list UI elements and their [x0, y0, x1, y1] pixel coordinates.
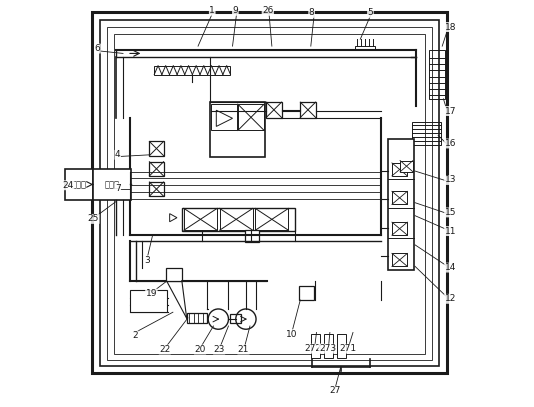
Text: 21: 21 — [238, 345, 249, 354]
Bar — [92, 12, 447, 373]
Bar — [114, 34, 425, 354]
Text: 10: 10 — [286, 330, 297, 339]
Text: 7: 7 — [115, 184, 121, 193]
Bar — [324, 334, 333, 359]
Bar — [300, 102, 316, 118]
Bar — [187, 313, 207, 323]
Bar — [130, 290, 167, 312]
Bar — [311, 334, 320, 359]
Text: 14: 14 — [445, 263, 456, 272]
Text: 272: 272 — [304, 344, 321, 353]
Text: 上位机: 上位机 — [72, 180, 87, 189]
Bar — [167, 268, 182, 281]
Text: 2: 2 — [132, 331, 138, 340]
Bar — [184, 208, 217, 230]
Bar — [238, 104, 264, 131]
Text: 17: 17 — [445, 107, 456, 116]
Bar — [392, 191, 407, 204]
Bar — [412, 123, 442, 144]
Bar — [154, 66, 231, 74]
Text: 8: 8 — [309, 9, 315, 18]
Text: 271: 271 — [340, 344, 357, 353]
Bar — [182, 208, 295, 231]
Bar — [100, 20, 439, 366]
Bar — [93, 168, 131, 200]
Bar — [388, 139, 414, 270]
Text: 22: 22 — [159, 345, 170, 354]
Text: 27: 27 — [329, 386, 341, 395]
Bar — [150, 142, 163, 155]
Text: 23: 23 — [214, 345, 225, 354]
Bar — [230, 314, 241, 323]
Bar — [210, 102, 265, 157]
Text: 20: 20 — [194, 345, 206, 354]
Bar — [219, 208, 253, 230]
Text: 24: 24 — [62, 181, 74, 190]
Bar — [107, 27, 432, 360]
Bar — [356, 46, 375, 50]
Text: 12: 12 — [445, 294, 456, 303]
Bar — [392, 163, 407, 176]
Text: 6: 6 — [95, 44, 100, 53]
Text: 273: 273 — [319, 344, 336, 353]
Text: 16: 16 — [445, 139, 456, 148]
Text: 9: 9 — [232, 7, 238, 15]
Bar — [150, 162, 163, 176]
Bar — [255, 208, 288, 230]
Bar — [400, 160, 413, 172]
Bar — [392, 222, 407, 235]
Text: 4: 4 — [115, 150, 121, 159]
Bar — [150, 182, 163, 196]
Text: 11: 11 — [445, 227, 456, 236]
Text: 1: 1 — [209, 7, 215, 15]
Bar — [299, 286, 314, 300]
Text: 13: 13 — [445, 175, 456, 184]
Bar — [392, 254, 407, 266]
Bar — [245, 230, 259, 242]
Text: 18: 18 — [445, 22, 456, 32]
Text: 25: 25 — [88, 214, 99, 223]
Text: 26: 26 — [262, 7, 273, 15]
Text: 19: 19 — [146, 289, 157, 298]
Bar — [266, 102, 281, 118]
Bar — [337, 334, 345, 359]
Text: 15: 15 — [445, 208, 456, 217]
Text: 3: 3 — [145, 256, 150, 265]
Bar — [65, 168, 92, 200]
Text: 控制器: 控制器 — [105, 180, 120, 189]
Text: 5: 5 — [367, 9, 373, 18]
Bar — [211, 104, 238, 131]
Bar — [429, 50, 445, 99]
